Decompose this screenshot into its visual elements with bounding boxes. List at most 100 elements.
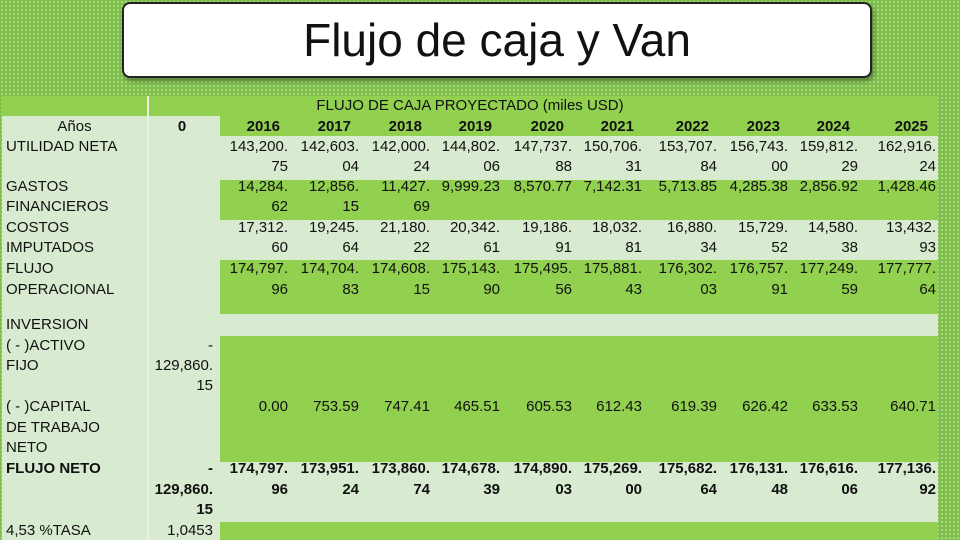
year-header: 2024 <box>816 118 850 135</box>
gastos-value: 5,713.85 <box>658 178 717 195</box>
caption-row <box>2 96 938 116</box>
utilidad-value: 150,706. <box>583 138 642 155</box>
utilidad-value: 147,737. <box>513 138 572 155</box>
gastos-label-1: GASTOS <box>6 178 69 195</box>
flujo-neto-value: 175,269. <box>583 460 642 477</box>
costos-value: 19,186. <box>521 219 572 236</box>
flujo-op-value: 174,608. <box>371 260 430 277</box>
utilidad-value-cont: 24 <box>919 158 936 175</box>
flujo-op-value-cont: 64 <box>919 281 936 298</box>
year0-column <box>147 116 220 540</box>
flujo-op-label-1: FLUJO <box>6 260 54 277</box>
utilidad-value-cont: 24 <box>413 158 430 175</box>
year-header: 2023 <box>746 118 780 135</box>
flujo-op-label-2: OPERACIONAL <box>6 281 115 298</box>
costos-value-cont: 93 <box>919 239 936 256</box>
flujo-neto-z-3: 15 <box>196 501 213 518</box>
flujo-neto-value: 173,951. <box>300 460 359 477</box>
flujo-op-value: 177,777. <box>877 260 936 277</box>
year-header: 2019 <box>458 118 492 135</box>
flujo-neto-value: 174,890. <box>513 460 572 477</box>
utilidad-value: 143,200. <box>229 138 288 155</box>
flujo-op-value: 175,143. <box>441 260 500 277</box>
flujo-op-value: 176,757. <box>729 260 788 277</box>
gastos-value-cont: 62 <box>271 198 288 215</box>
gastos-value: 9,999.23 <box>441 178 500 195</box>
flujo-neto-value: 174,678. <box>441 460 500 477</box>
flujo-neto-value-cont: 64 <box>700 481 717 498</box>
utilidad-value: 159,812. <box>799 138 858 155</box>
flujo-neto-value-cont: 74 <box>413 481 430 498</box>
gastos-value-cont: 15 <box>342 198 359 215</box>
utilidad-value-cont: 88 <box>555 158 572 175</box>
cash-flow-table: FLUJO DE CAJA PROYECTADO (miles USD) Año… <box>2 96 938 540</box>
year-0: 0 <box>177 118 187 135</box>
costos-value-cont: 22 <box>413 239 430 256</box>
year-header: 2018 <box>388 118 422 135</box>
utilidad-value: 142,603. <box>300 138 359 155</box>
costos-value-cont: 81 <box>625 239 642 256</box>
costos-value: 16,880. <box>666 219 717 236</box>
utilidad-value-cont: 75 <box>271 158 288 175</box>
activo-z-1: - <box>208 337 213 354</box>
label-column <box>2 116 147 540</box>
utilidad-value: 153,707. <box>658 138 717 155</box>
year-header: 2016 <box>246 118 280 135</box>
flujo-op-value-cont: 56 <box>555 281 572 298</box>
costos-value-cont: 52 <box>771 239 788 256</box>
year-header: 2020 <box>530 118 564 135</box>
flujo-neto-value: 173,860. <box>371 460 430 477</box>
activo-z-3: 15 <box>196 377 213 394</box>
utilidad-value-cont: 00 <box>771 158 788 175</box>
flujo-neto-value-cont: 39 <box>483 481 500 498</box>
capital-value: 605.53 <box>526 398 572 415</box>
gastos-value: 8,570.77 <box>513 178 572 195</box>
flujo-neto-value: 176,616. <box>799 460 858 477</box>
flujo-neto-value: 176,131. <box>729 460 788 477</box>
utilidad-label: UTILIDAD NETA <box>6 138 118 155</box>
costos-value: 15,729. <box>737 219 788 236</box>
costos-value-cont: 38 <box>841 239 858 256</box>
capital-value: 747.41 <box>384 398 430 415</box>
slide-title: Flujo de caja y Van <box>303 14 691 66</box>
flujo-neto-value: 175,682. <box>658 460 717 477</box>
costos-value: 19,245. <box>308 219 359 236</box>
gastos-label-2: FINANCIEROS <box>6 198 109 215</box>
costos-value-cont: 60 <box>271 239 288 256</box>
flujo-op-value-cont: 96 <box>271 281 288 298</box>
utilidad-value-cont: 29 <box>841 158 858 175</box>
gastos-value: 2,856.92 <box>799 178 858 195</box>
activo-label-1: ( - )ACTIVO <box>6 337 86 354</box>
activo-z-2: 129,860. <box>154 357 213 374</box>
flujo-neto-label: FLUJO NETO <box>6 460 101 477</box>
flujo-neto-value-cont: 96 <box>271 481 288 498</box>
year-header: 2022 <box>675 118 709 135</box>
flujo-op-value-cont: 15 <box>413 281 430 298</box>
gastos-value-cont: 69 <box>413 198 430 215</box>
utilidad-value-cont: 84 <box>700 158 717 175</box>
gastos-value: 12,856. <box>308 178 359 195</box>
flujo-neto-value-cont: 48 <box>771 481 788 498</box>
year-header: 2021 <box>600 118 634 135</box>
costos-value: 17,312. <box>237 219 288 236</box>
utilidad-value: 162,916. <box>877 138 936 155</box>
flujo-op-value: 175,881. <box>583 260 642 277</box>
flujo-neto-value-cont: 00 <box>625 481 642 498</box>
capital-label-2: DE TRABAJO <box>6 419 100 436</box>
years-label: Años <box>57 118 92 135</box>
flujo-neto-value: 177,136. <box>877 460 936 477</box>
flujo-neto-value-cont: 03 <box>555 481 572 498</box>
capital-value: 465.51 <box>454 398 500 415</box>
gastos-value: 14,284. <box>237 178 288 195</box>
costos-value-cont: 61 <box>483 239 500 256</box>
capital-value: 619.39 <box>671 398 717 415</box>
flujo-op-value-cont: 03 <box>700 281 717 298</box>
capital-value: 0.00 <box>258 398 288 415</box>
utilidad-value-cont: 04 <box>342 158 359 175</box>
capital-label-1: ( - )CAPITAL <box>6 398 91 415</box>
gastos-value: 11,427. <box>381 178 430 195</box>
flujo-op-value-cont: 43 <box>625 281 642 298</box>
flujo-op-value: 174,704. <box>300 260 359 277</box>
flujo-neto-z-2: 129,860. <box>154 481 213 498</box>
utilidad-value-cont: 06 <box>483 158 500 175</box>
